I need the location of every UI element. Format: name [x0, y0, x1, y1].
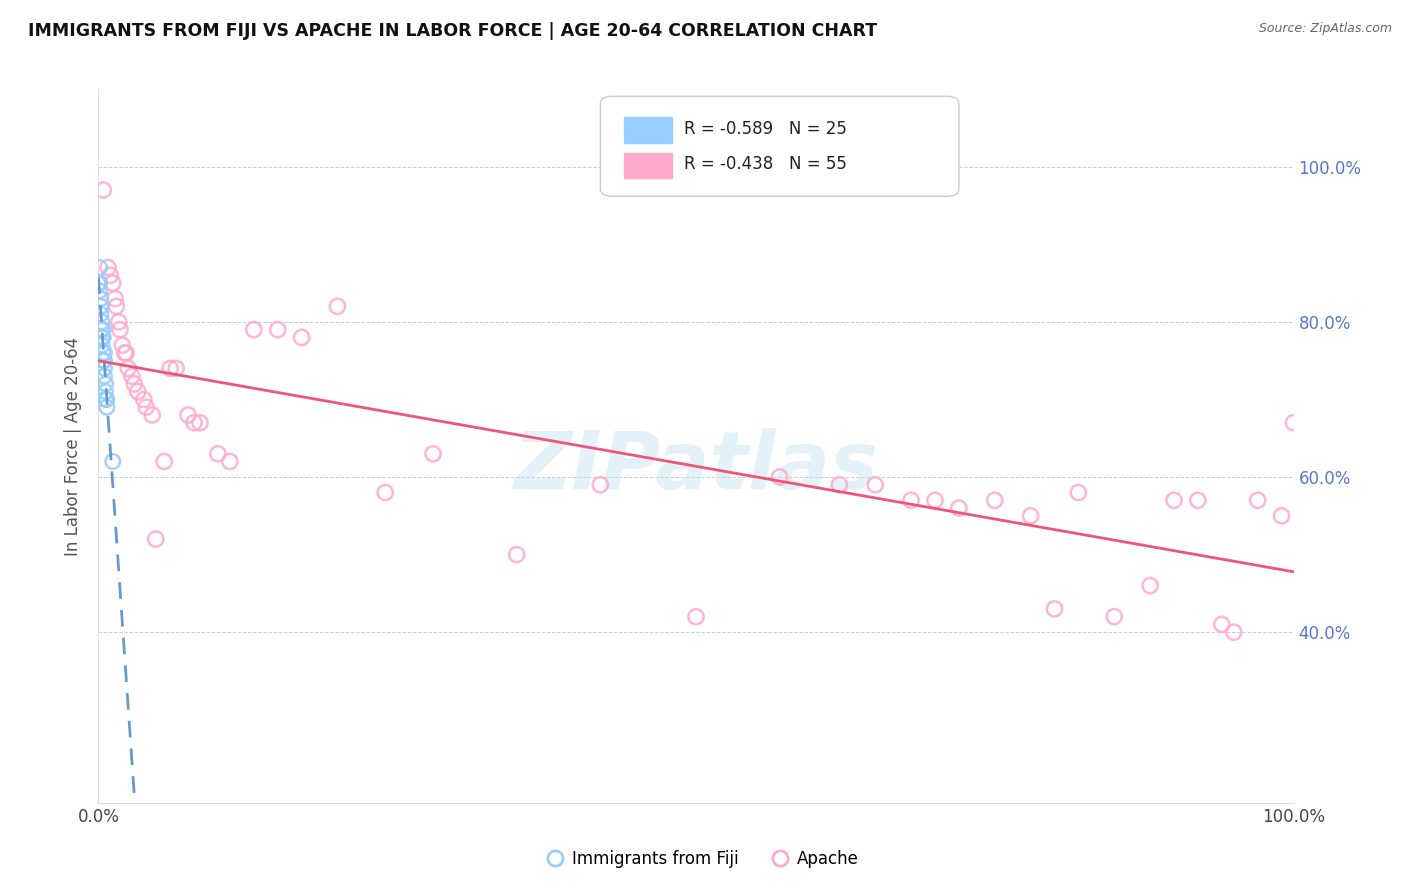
Point: [91, 338, 114, 352]
Point: [90, 292, 112, 306]
Point: [111, 338, 134, 352]
Point: [127, 384, 149, 399]
Point: [828, 477, 851, 491]
Point: [768, 470, 790, 484]
Point: [101, 276, 124, 290]
Point: [589, 477, 612, 491]
Point: [93, 369, 115, 384]
Point: [93, 361, 115, 376]
Point: [132, 392, 155, 407]
Point: [91, 323, 114, 337]
Point: [291, 330, 314, 344]
Point: [1211, 617, 1233, 632]
Bar: [624, 153, 672, 178]
Text: R = -0.589   N = 25: R = -0.589 N = 25: [685, 120, 846, 138]
Point: [101, 454, 124, 468]
Point: [89, 284, 111, 298]
Text: IMMIGRANTS FROM FIJI VS APACHE IN LABOR FORCE | AGE 20-64 CORRELATION CHART: IMMIGRANTS FROM FIJI VS APACHE IN LABOR …: [28, 22, 877, 40]
Point: [91, 346, 114, 360]
Text: ZIPatlas: ZIPatlas: [513, 428, 879, 507]
Point: [115, 346, 138, 360]
Point: [1019, 508, 1042, 523]
Point: [124, 376, 146, 391]
Point: [121, 369, 143, 384]
Point: [1043, 602, 1066, 616]
Point: [89, 260, 111, 275]
Point: [1282, 416, 1305, 430]
Point: [188, 416, 211, 430]
Point: [91, 353, 114, 368]
Point: [97, 260, 120, 275]
Point: [1163, 493, 1185, 508]
Point: [145, 532, 167, 546]
Point: [96, 392, 118, 407]
Point: [900, 493, 922, 508]
Point: [207, 447, 229, 461]
Point: [93, 353, 115, 368]
Point: [105, 299, 128, 313]
Point: [94, 392, 117, 407]
Point: [93, 346, 115, 360]
Point: [90, 299, 112, 313]
Point: [267, 323, 290, 337]
Point: [159, 361, 181, 376]
Point: [1246, 493, 1268, 508]
Point: [165, 361, 187, 376]
Point: [91, 183, 114, 197]
Point: [219, 454, 242, 468]
Text: Source: ZipAtlas.com: Source: ZipAtlas.com: [1258, 22, 1392, 36]
Point: [506, 548, 529, 562]
Point: [90, 307, 112, 321]
Point: [89, 276, 111, 290]
Point: [243, 323, 266, 337]
Point: [91, 330, 114, 344]
Point: [98, 268, 122, 283]
Point: [984, 493, 1007, 508]
Point: [90, 323, 112, 337]
FancyBboxPatch shape: [600, 96, 959, 196]
Point: [91, 330, 114, 344]
Point: [326, 299, 349, 313]
Point: [374, 485, 396, 500]
Point: [153, 454, 176, 468]
Point: [1222, 625, 1246, 640]
Legend: Immigrants from Fiji, Apache: Immigrants from Fiji, Apache: [540, 844, 866, 875]
Point: [135, 401, 157, 415]
Point: [91, 315, 114, 329]
Bar: [624, 117, 672, 143]
Point: [1271, 508, 1294, 523]
Text: R = -0.438   N = 55: R = -0.438 N = 55: [685, 155, 846, 173]
Point: [685, 609, 707, 624]
Point: [96, 401, 118, 415]
Point: [1139, 579, 1161, 593]
Point: [924, 493, 946, 508]
Y-axis label: In Labor Force | Age 20-64: In Labor Force | Age 20-64: [65, 336, 83, 556]
Point: [183, 416, 205, 430]
Point: [108, 323, 131, 337]
Point: [1067, 485, 1090, 500]
Point: [1102, 609, 1125, 624]
Point: [117, 361, 139, 376]
Point: [107, 315, 129, 329]
Point: [177, 408, 200, 422]
Point: [94, 384, 117, 399]
Point: [863, 477, 887, 491]
Point: [114, 346, 136, 360]
Point: [948, 501, 970, 516]
Point: [422, 447, 444, 461]
Point: [1187, 493, 1209, 508]
Point: [141, 408, 163, 422]
Point: [94, 376, 117, 391]
Point: [104, 292, 127, 306]
Point: [87, 276, 110, 290]
